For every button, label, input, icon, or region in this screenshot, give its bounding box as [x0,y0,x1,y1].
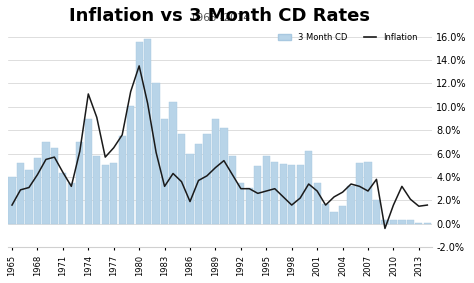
Bar [136,42,143,224]
Bar [237,183,245,224]
Bar [51,148,58,224]
Bar [85,119,92,224]
Bar [169,102,177,224]
Bar [246,188,253,224]
Bar [42,142,49,224]
Text: 1965 -2014: 1965 -2014 [190,13,250,23]
Bar [34,158,41,224]
Bar [110,163,118,224]
Title: Inflation vs 3 Month CD Rates: Inflation vs 3 Month CD Rates [69,7,370,25]
Bar [339,206,346,224]
Bar [297,165,304,224]
Bar [93,156,100,224]
Bar [17,163,24,224]
Bar [322,204,329,224]
Bar [144,39,151,224]
Bar [220,128,228,224]
Bar [186,154,193,224]
Bar [101,165,109,224]
Bar [161,119,168,224]
Bar [347,186,355,224]
Bar [9,177,16,224]
Bar [254,166,262,224]
Bar [373,200,380,224]
Bar [118,136,126,224]
Bar [195,144,202,224]
Bar [212,119,219,224]
Bar [407,220,414,224]
Bar [313,183,321,224]
Bar [203,134,210,224]
Bar [153,83,160,224]
Bar [280,164,287,224]
Bar [271,162,278,224]
Bar [229,156,236,224]
Bar [127,106,134,224]
Bar [365,162,372,224]
Bar [68,183,75,224]
Bar [330,212,337,224]
Bar [76,142,83,224]
Bar [178,134,185,224]
Legend: 3 Month CD, Inflation: 3 Month CD, Inflation [277,31,419,44]
Bar [398,220,405,224]
Bar [263,156,270,224]
Bar [305,151,312,224]
Bar [382,220,389,224]
Bar [424,223,431,224]
Bar [356,163,363,224]
Bar [415,223,422,224]
Bar [25,170,33,224]
Bar [288,165,295,224]
Bar [59,173,66,224]
Bar [390,220,397,224]
